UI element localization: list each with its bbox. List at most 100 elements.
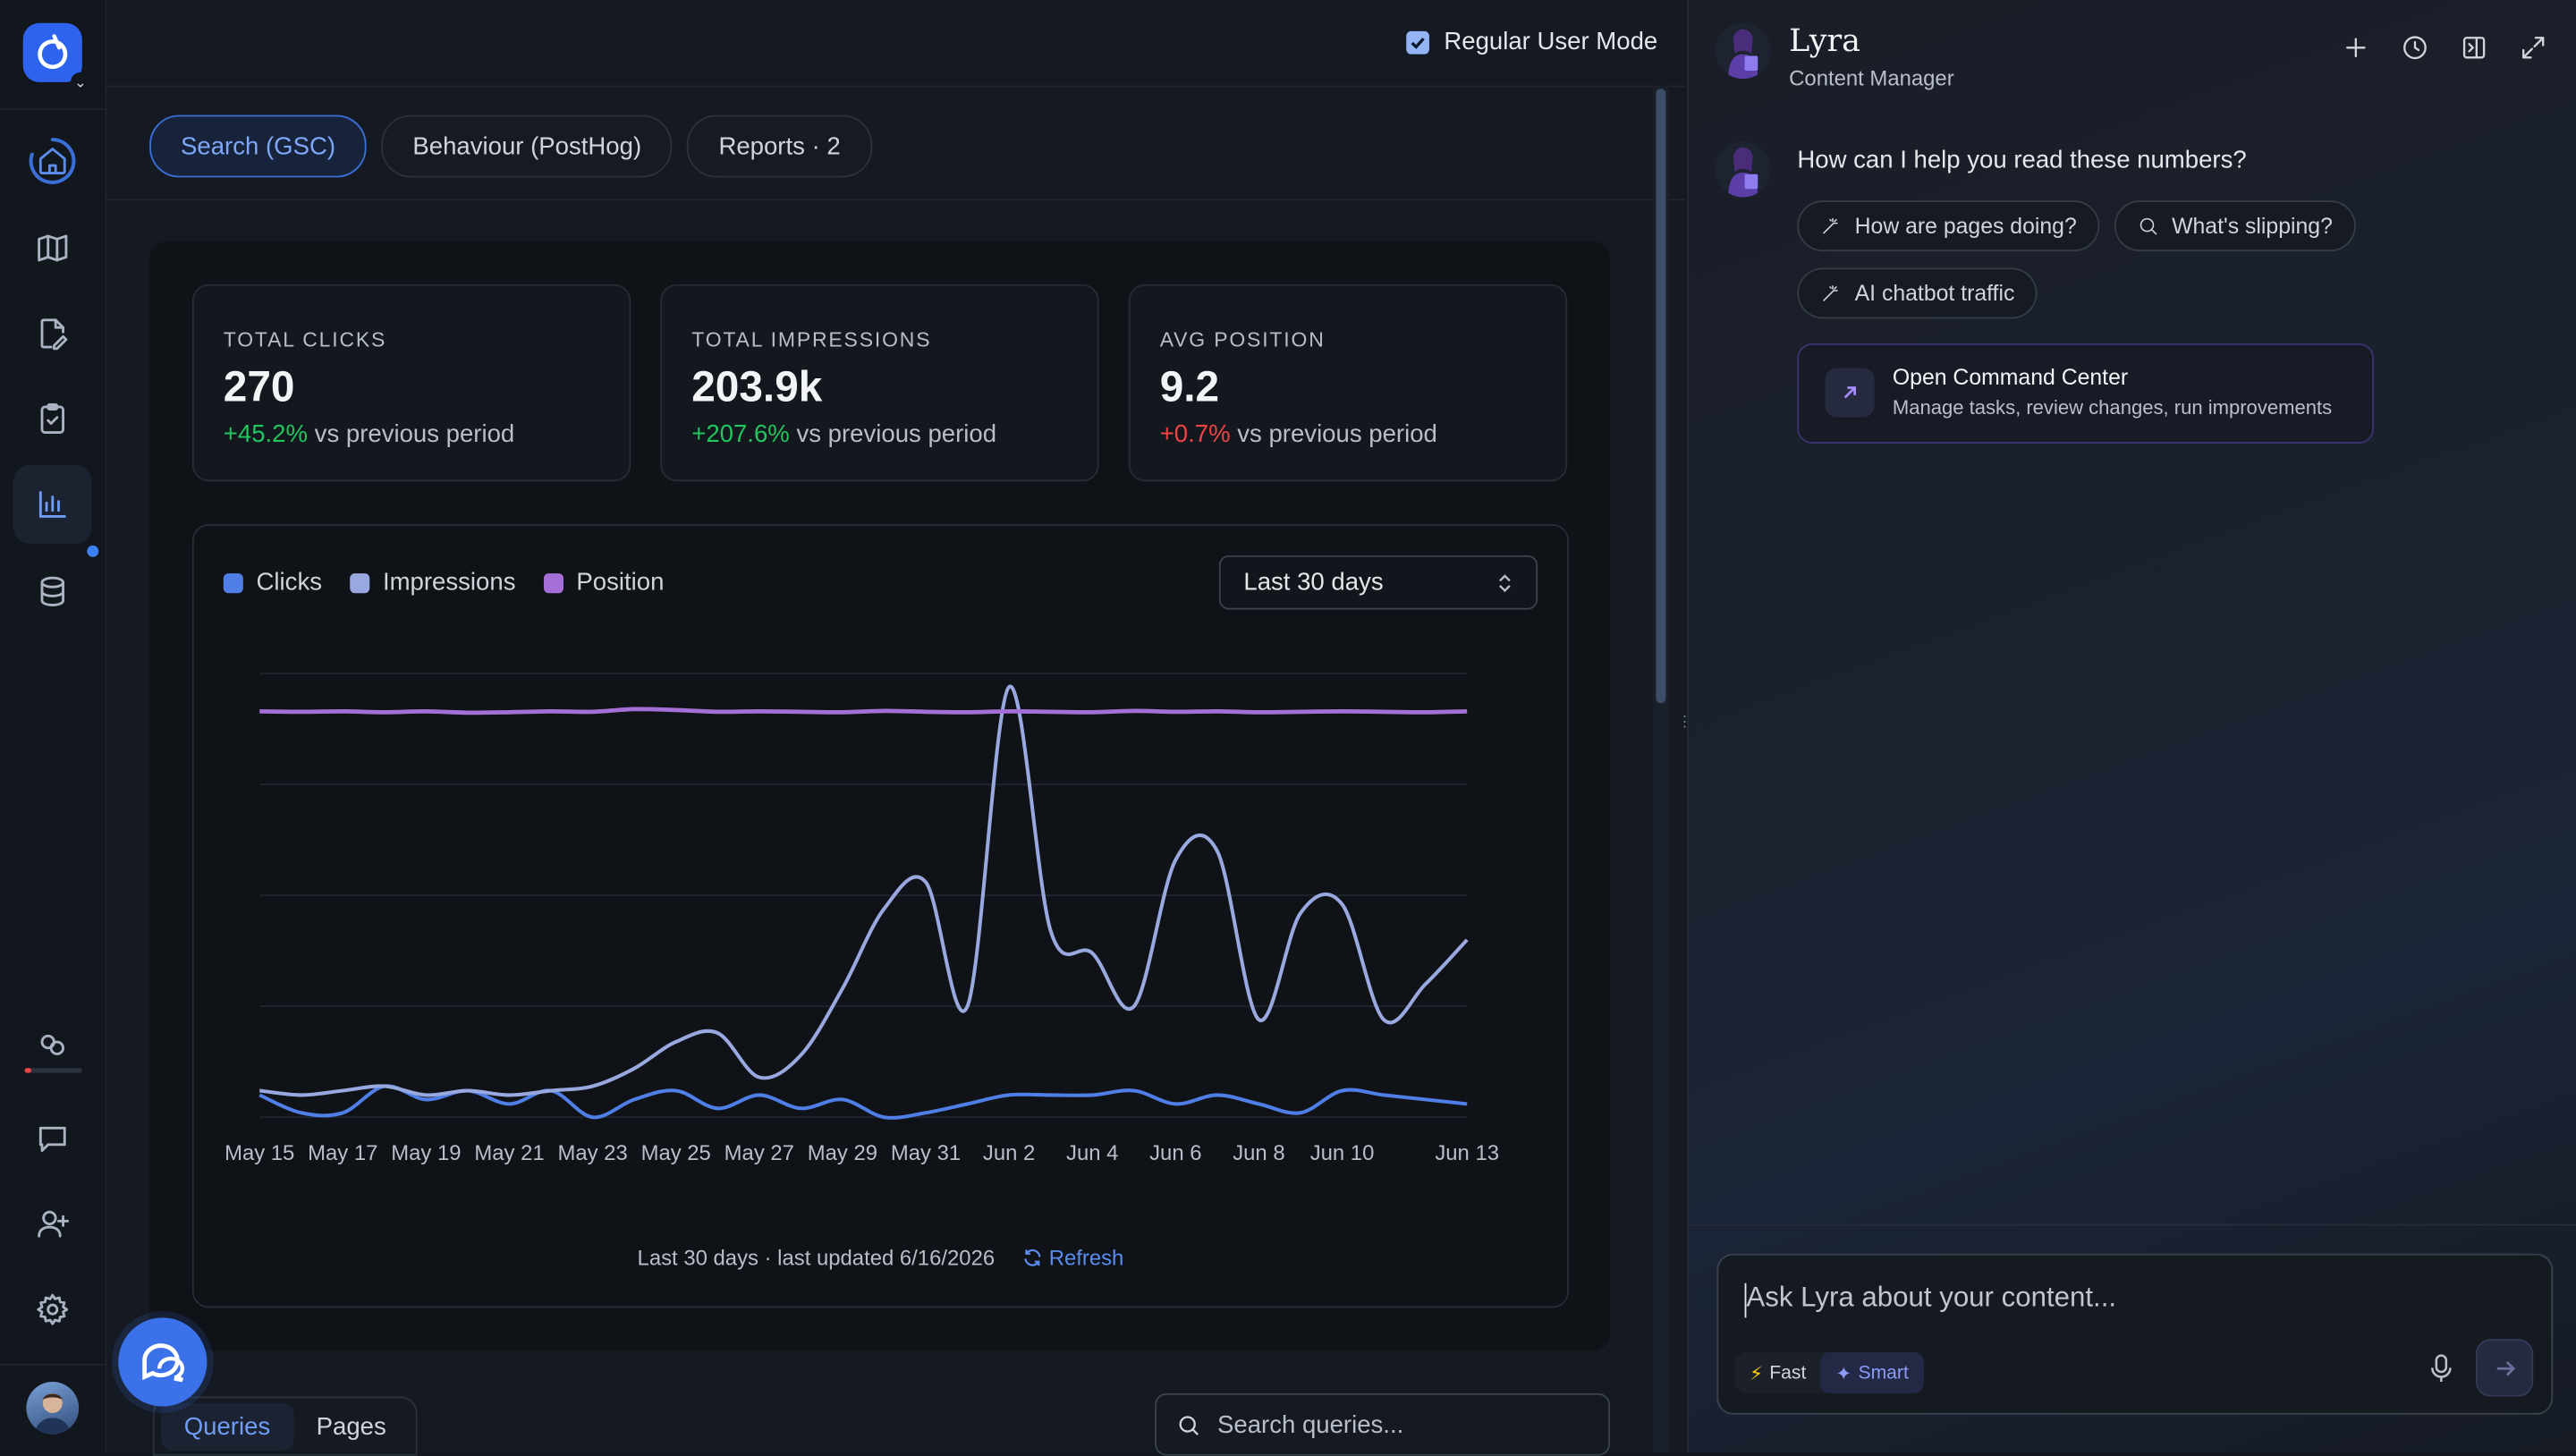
line-chart: May 15 May 17 May 19 May 21 May 23 May 25 May … <box>225 673 1499 1165</box>
top-bar: Regular User Mode <box>106 0 1686 88</box>
divider <box>0 108 106 111</box>
stat-label: AVG POSITION <box>1159 328 1326 352</box>
model-mode-toggle: ⚡ Fast ✦ Smart <box>1734 1351 1924 1393</box>
refresh-label: Refresh <box>1048 1245 1124 1271</box>
x-tick-label: May 29 <box>808 1141 877 1165</box>
stat-delta-suffix: vs previous period <box>796 420 997 449</box>
microphone-icon[interactable] <box>2428 1354 2454 1384</box>
workspace-chevron-icon[interactable]: ⌄ <box>70 72 91 92</box>
nav-invite[interactable] <box>13 1185 92 1264</box>
suggestion-slipping[interactable]: What's slipping? <box>2114 200 2356 252</box>
sparkle-icon: ✦ <box>1835 1364 1852 1384</box>
chat-launcher-button[interactable] <box>118 1317 208 1407</box>
tab-queries[interactable]: Queries <box>160 1401 293 1451</box>
legend-item-impressions[interactable]: Impressions <box>350 569 515 597</box>
wand-icon <box>1823 285 1838 301</box>
lightning-icon: ⚡ <box>1750 1364 1763 1384</box>
refresh-button[interactable]: Refresh <box>1021 1245 1124 1271</box>
stat-card-position: AVG POSITION 9.2 +0.7% vs previous perio… <box>1128 284 1568 482</box>
tab-pages[interactable]: Pages <box>316 1411 386 1441</box>
stat-label: TOTAL CLICKS <box>223 328 387 352</box>
x-tick-label: May 17 <box>308 1141 377 1165</box>
check-icon <box>1411 37 1425 48</box>
tab-search-gsc[interactable]: Search (GSC) <box>149 114 367 178</box>
nav-analytics[interactable] <box>13 464 92 545</box>
stat-delta: +45.2% vs previous period <box>224 420 514 448</box>
progress-ring-icon <box>29 138 76 184</box>
nav-home[interactable] <box>13 122 92 200</box>
history-clock-icon[interactable] <box>2400 33 2429 63</box>
gear-icon <box>37 1293 69 1325</box>
nav-map[interactable] <box>13 208 92 287</box>
stat-delta-value: +0.7% <box>1159 420 1231 449</box>
nav-settings[interactable] <box>13 1270 92 1349</box>
chevron-updown-icon <box>1499 573 1511 592</box>
x-tick-label: May 15 <box>225 1141 294 1165</box>
regular-mode-toggle[interactable]: Regular User Mode <box>1406 28 1657 55</box>
stat-card-impressions: TOTAL IMPRESSIONS 203.9k +207.6% vs prev… <box>660 284 1099 482</box>
scrollbar-thumb[interactable] <box>1656 89 1666 704</box>
expand-icon[interactable] <box>2519 33 2548 63</box>
bar-chart-icon <box>38 491 66 518</box>
panel-toggle-icon[interactable] <box>2460 33 2489 63</box>
nav-chat[interactable] <box>13 1099 92 1178</box>
x-tick-label: Jun 8 <box>1233 1141 1284 1165</box>
send-button[interactable] <box>2475 1339 2534 1397</box>
database-icon <box>40 576 64 606</box>
open-command-center-button[interactable]: Open Command Center Manage tasks, review… <box>1797 343 2375 444</box>
mode-fast[interactable]: ⚡ Fast <box>1735 1352 1821 1393</box>
legend-label: Clicks <box>256 568 322 597</box>
stat-delta: +207.6% vs previous period <box>691 420 996 448</box>
nav-integrations[interactable] <box>13 1005 92 1084</box>
main-scrollbar[interactable] <box>1652 85 1670 1452</box>
stat-card-clicks: TOTAL CLICKS 270 +45.2% vs previous peri… <box>191 284 631 482</box>
suggestion-label: What's slipping? <box>2172 213 2333 239</box>
tab-behaviour-posthog[interactable]: Behaviour (PostHog) <box>381 114 674 178</box>
nav-tasks[interactable] <box>13 379 92 458</box>
avatar-icon <box>34 1393 71 1435</box>
chart-card: Clicks Impressions Position Last 30 days… <box>191 524 1570 1308</box>
legend-item-position[interactable]: Position <box>543 569 664 597</box>
main-content: Regular User Mode Search (GSC) Behaviour… <box>106 0 1686 1456</box>
assistant-avatar <box>1715 22 1771 80</box>
text-caret <box>1744 1282 1747 1318</box>
nav-database[interactable] <box>13 552 92 631</box>
chat-composer[interactable]: Ask Lyra about your content... ⚡ Fast ✦ Sm… <box>1716 1253 2554 1415</box>
legend-item-clicks[interactable]: Clicks <box>223 568 322 597</box>
stat-label: TOTAL IMPRESSIONS <box>691 328 932 352</box>
x-tick-label: Jun 2 <box>983 1141 1035 1165</box>
app-logo[interactable] <box>22 22 82 82</box>
regular-mode-checkbox[interactable] <box>1406 30 1429 54</box>
link-icon <box>40 1034 64 1055</box>
user-avatar[interactable] <box>26 1382 80 1435</box>
date-range-select[interactable]: Last 30 days <box>1218 554 1538 610</box>
assistant-toolbar <box>2341 33 2547 63</box>
x-tick-label: Jun 6 <box>1149 1141 1201 1165</box>
home-icon <box>38 148 66 174</box>
x-tick-label: Jun 10 <box>1310 1141 1375 1165</box>
logo-icon <box>38 34 68 70</box>
suggestion-pages[interactable]: How are pages doing? <box>1797 200 2100 252</box>
assistant-role: Content Manager <box>1789 65 1954 91</box>
clipboard-check-icon <box>40 403 64 435</box>
assistant-greeting: How can I help you read these numbers? <box>1797 146 2247 174</box>
arrow-up-right-icon <box>1825 368 1875 418</box>
new-chat-plus-icon[interactable] <box>2341 33 2370 63</box>
series-line-position <box>259 707 1468 715</box>
stat-delta-value: +207.6% <box>691 420 790 449</box>
command-center-title: Open Command Center <box>1892 364 2129 390</box>
chart-updated-text: Last 30 days · last updated 6/16/2026 <box>637 1245 996 1271</box>
stat-delta-suffix: vs previous period <box>1237 420 1437 449</box>
suggestion-ai-traffic[interactable]: AI chatbot traffic <box>1797 267 2038 319</box>
command-center-subtitle: Manage tasks, review changes, run improv… <box>1892 395 2333 419</box>
chat-icon <box>38 1126 66 1153</box>
tab-reports[interactable]: Reports · 2 <box>687 114 872 178</box>
chart-footer: Last 30 days · last updated 6/16/2026 Re… <box>194 1246 1567 1271</box>
x-tick-label: Jun 13 <box>1435 1141 1499 1165</box>
map-icon <box>38 234 68 262</box>
stat-delta: +0.7% vs previous period <box>1160 420 1437 448</box>
composer-placeholder[interactable]: Ask Lyra about your content... <box>1746 1281 2117 1313</box>
query-search-field[interactable]: Search queries... <box>1155 1393 1610 1456</box>
mode-smart[interactable]: ✦ Smart <box>1820 1351 1924 1393</box>
nav-content[interactable] <box>13 294 92 373</box>
